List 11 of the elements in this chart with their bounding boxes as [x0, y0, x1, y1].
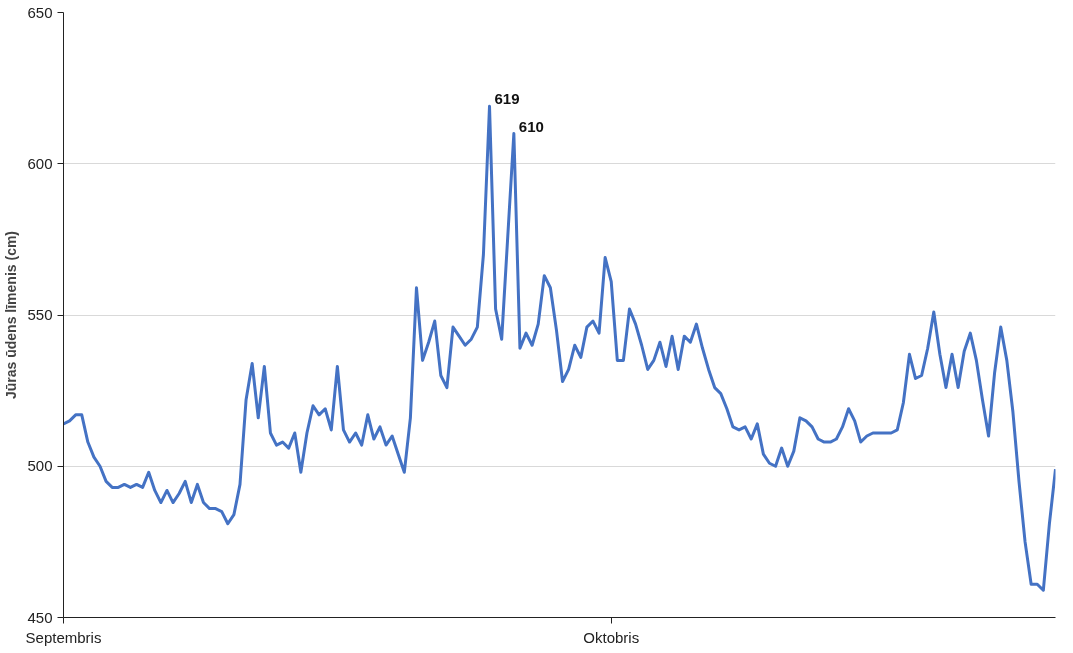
y-tick-label: 500	[27, 457, 53, 475]
y-tick-label: 600	[27, 154, 53, 172]
line-series	[63, 104, 1056, 592]
y-axis-title: Jūras ūdens līmenis (cm)	[3, 230, 20, 400]
y-tick-label: 550	[27, 306, 53, 323]
data-label: 619	[494, 90, 520, 108]
x-tick-label: Oktobris	[583, 628, 640, 646]
x-tick-label: Septembris	[25, 628, 102, 646]
y-tick-label: 650	[27, 3, 53, 21]
y-tick-label: 450	[27, 608, 53, 626]
data-label: 610	[518, 117, 544, 135]
